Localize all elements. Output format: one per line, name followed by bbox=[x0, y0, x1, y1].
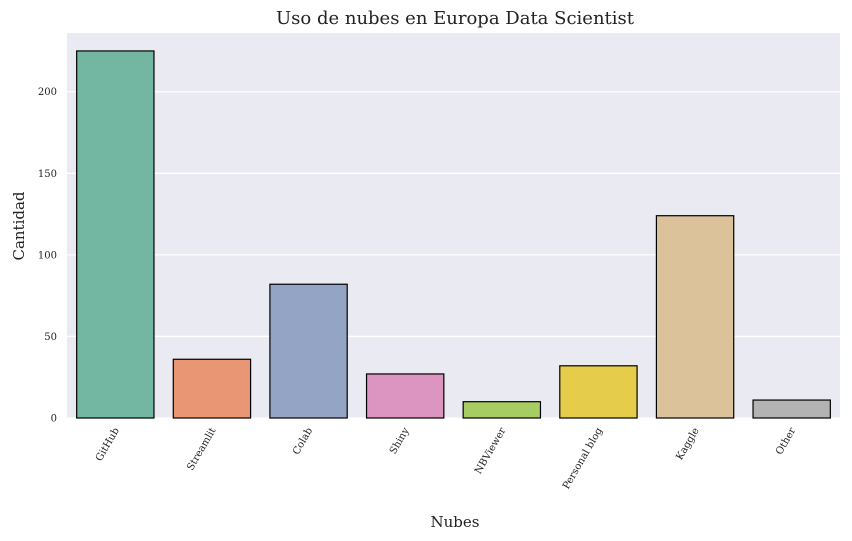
x-tick-label: Kaggle bbox=[674, 426, 701, 462]
y-tick-label: 150 bbox=[38, 169, 57, 180]
bar-colab bbox=[270, 284, 347, 418]
x-tick-labels: GitHub Streamlit Colab Shiny NBViewer Persona… bbox=[94, 425, 798, 491]
y-tick-label: 100 bbox=[38, 250, 57, 261]
y-tick-label: 50 bbox=[44, 332, 57, 343]
bar-shiny bbox=[367, 374, 444, 418]
bar-streamlit bbox=[173, 359, 250, 418]
x-tick-label: Other bbox=[774, 426, 798, 457]
y-tick-label: 0 bbox=[51, 414, 57, 425]
bar-other bbox=[753, 400, 830, 418]
bar-github bbox=[77, 51, 154, 418]
x-axis-label: Nubes bbox=[431, 513, 480, 531]
x-tick-label: Shiny bbox=[388, 426, 412, 457]
x-tick-label: Personal blog bbox=[561, 425, 605, 491]
y-tick-label: 200 bbox=[38, 87, 57, 98]
x-tick-label: Colab bbox=[291, 426, 315, 457]
x-tick-label: Streamlit bbox=[185, 426, 218, 473]
bar-kaggle bbox=[656, 216, 733, 418]
bar-nbviewer bbox=[463, 402, 540, 418]
x-tick-label: NBViewer bbox=[473, 426, 508, 476]
y-axis-label: Cantidad bbox=[10, 191, 28, 260]
x-tick-label: GitHub bbox=[94, 426, 122, 463]
bar-personal-blog bbox=[560, 366, 637, 418]
y-tick-labels: 0 50 100 150 200 bbox=[38, 87, 57, 424]
chart-title: Uso de nubes en Europa Data Scientist bbox=[276, 8, 635, 29]
